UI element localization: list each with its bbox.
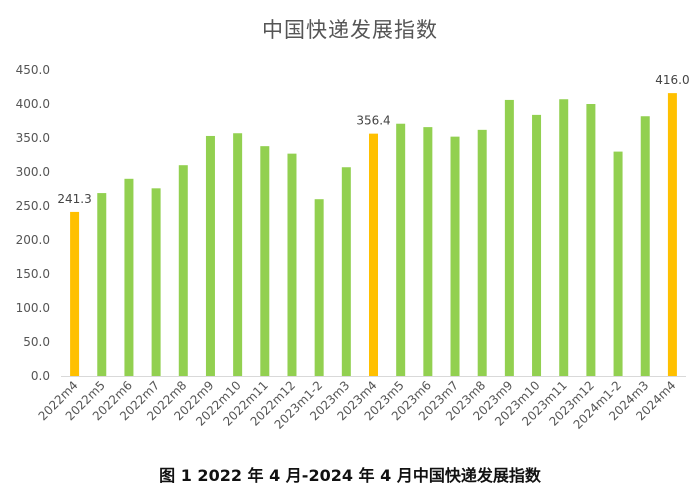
bar-2022m5 bbox=[97, 193, 107, 376]
bar-2023m4 bbox=[369, 133, 378, 376]
bar-2023m3 bbox=[341, 167, 351, 376]
bar-2022m6 bbox=[124, 178, 134, 376]
bar-2023m7 bbox=[450, 136, 460, 376]
bar-2023m9 bbox=[504, 99, 514, 377]
bar-2022m12 bbox=[287, 153, 297, 376]
bar-2023m1-2 bbox=[314, 199, 324, 376]
data-label-2022m4: 241.3 bbox=[57, 192, 91, 206]
bar-2022m11 bbox=[260, 146, 270, 376]
y-tick-label: 100.0 bbox=[16, 301, 50, 315]
y-tick-label: 150.0 bbox=[16, 267, 50, 281]
bar-2022m8 bbox=[178, 165, 188, 376]
bars-group bbox=[70, 93, 677, 377]
figure-caption: 图 1 2022 年 4 月-2024 年 4 月中国快递发展指数 bbox=[159, 466, 541, 485]
bar-2022m10 bbox=[233, 133, 243, 376]
data-label-2024m4: 416.0 bbox=[655, 73, 689, 87]
y-tick-label: 200.0 bbox=[16, 233, 50, 247]
y-tick-label: 400.0 bbox=[16, 97, 50, 111]
bar-2023m5 bbox=[396, 123, 406, 376]
y-tick-label: 50.0 bbox=[23, 335, 50, 349]
bar-2022m7 bbox=[151, 188, 161, 376]
y-tick-label: 450.0 bbox=[16, 63, 50, 77]
bar-2023m11 bbox=[559, 99, 569, 377]
y-tick-label: 0.0 bbox=[31, 369, 50, 383]
bar-2023m12 bbox=[586, 104, 596, 376]
bar-2023m10 bbox=[532, 114, 542, 376]
chart-title: 中国快递发展指数 bbox=[262, 18, 438, 42]
y-axis: 0.0 50.0 100.0 150.0 200.0 250.0 300.0 350.0 400… bbox=[16, 63, 50, 383]
bar-2022m4 bbox=[70, 211, 80, 376]
bar-2023m8 bbox=[477, 129, 487, 376]
y-tick-label: 300.0 bbox=[16, 165, 50, 179]
bar-2024m1-2 bbox=[613, 151, 623, 376]
data-label-2023m4: 356.4 bbox=[356, 114, 390, 128]
x-axis-labels: 2022m42022m52022m62022m72022m82022m92022… bbox=[36, 378, 679, 432]
data-labels-group: 241.3 356.4 416.0 bbox=[57, 73, 689, 206]
y-tick-label: 250.0 bbox=[16, 199, 50, 213]
y-tick-label: 350.0 bbox=[16, 131, 50, 145]
bar-2024m4 bbox=[667, 93, 677, 377]
bar-2024m3 bbox=[640, 116, 650, 377]
bar-2023m6 bbox=[423, 127, 433, 377]
bar-2022m9 bbox=[205, 135, 215, 376]
